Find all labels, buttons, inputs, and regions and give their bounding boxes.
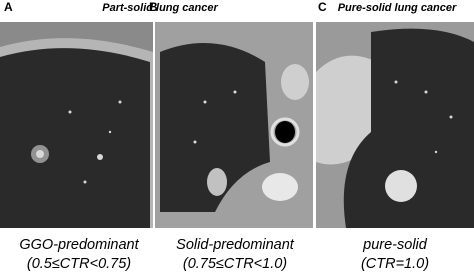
ct-image-a: [0, 22, 153, 228]
ct-image-b: [155, 22, 313, 228]
panel-letter: C: [318, 0, 327, 14]
panel-letter: B: [149, 0, 158, 14]
caption-line: Solid-predominant: [176, 237, 294, 253]
caption-line: (CTR=1.0): [360, 256, 430, 272]
group-title: Pure-solid lung cancer: [337, 2, 457, 14]
panel-letter: A: [4, 0, 13, 14]
caption-line: (0.75≤CTR<1.0): [182, 256, 288, 272]
caption-line: GGO-predominant: [19, 237, 139, 253]
caption-line: (0.5≤CTR<0.75): [26, 256, 132, 272]
group-title: Part-solid lung cancer: [102, 2, 218, 14]
ct-image-c: [316, 22, 474, 228]
caption: GGO-predominant (0.5≤CTR<0.75): [0, 236, 158, 274]
caption: Solid-predominant (0.75≤CTR<1.0): [156, 236, 314, 274]
caption-line: pure-solid: [363, 237, 427, 253]
caption: pure-solid (CTR=1.0): [316, 236, 474, 274]
